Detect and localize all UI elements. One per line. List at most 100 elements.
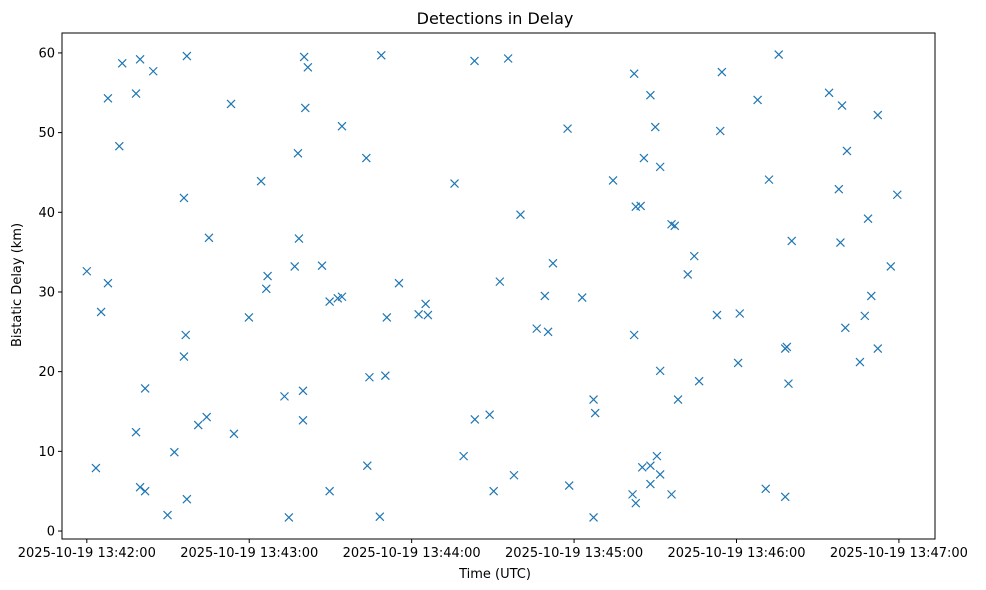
- data-point-marker: [655, 366, 665, 376]
- data-point-marker: [495, 277, 505, 287]
- data-point-marker: [256, 176, 266, 186]
- data-point-marker: [784, 379, 793, 389]
- data-point-marker: [631, 498, 641, 508]
- y-tick-label: 0: [47, 525, 55, 540]
- chart-title: Detections in Delay: [417, 9, 574, 28]
- data-point-marker: [873, 110, 883, 120]
- data-point-marker: [892, 190, 902, 200]
- data-point-marker: [376, 50, 386, 60]
- data-point-marker: [380, 371, 390, 381]
- data-point-marker: [629, 330, 639, 340]
- data-point-marker: [148, 66, 158, 76]
- data-point-marker: [860, 311, 870, 321]
- data-point-marker: [485, 410, 495, 420]
- data-point-marker: [645, 461, 655, 471]
- data-point-marker: [362, 461, 372, 471]
- data-point-marker: [290, 262, 300, 271]
- data-point-marker: [140, 486, 150, 496]
- data-point-marker: [540, 291, 550, 301]
- data-point-marker: [629, 69, 639, 79]
- data-point-marker: [863, 214, 873, 224]
- data-point-marker: [503, 54, 513, 63]
- data-point-marker: [628, 489, 637, 499]
- data-point-marker: [204, 233, 214, 243]
- x-tick-label: 2025-10-19 13:47:00: [830, 546, 968, 561]
- data-point-marker: [202, 412, 212, 422]
- data-point-marker: [855, 357, 865, 367]
- data-point-marker: [543, 327, 553, 337]
- data-point-marker: [263, 271, 273, 281]
- x-tick-label: 2025-10-19 13:46:00: [667, 546, 805, 561]
- data-point-marker: [96, 307, 106, 317]
- data-point-marker: [317, 261, 327, 271]
- y-axis-ticks: 0 10 20 30 40 50 60: [38, 46, 62, 540]
- data-point-marker: [489, 486, 499, 496]
- data-point-marker: [563, 124, 573, 134]
- data-point-marker: [840, 323, 850, 333]
- data-point-marker: [532, 324, 542, 334]
- data-point-marker: [361, 153, 371, 163]
- data-point-marker: [179, 193, 189, 203]
- data-point-marker: [226, 99, 236, 109]
- data-point-marker: [229, 429, 239, 439]
- data-point-marker: [181, 330, 191, 340]
- data-point-marker: [114, 141, 124, 151]
- data-point-marker: [774, 50, 784, 59]
- data-point-marker: [293, 148, 303, 158]
- x-axis-ticks: 2025-10-19 13:42:00 2025-10-19 13:43:00 20…: [18, 539, 968, 561]
- data-point-marker: [325, 297, 335, 306]
- data-point-marker: [694, 376, 704, 386]
- data-point-marker: [655, 162, 665, 172]
- x-tick-label: 2025-10-19 13:45:00: [505, 546, 643, 561]
- data-point-marker: [842, 146, 852, 156]
- data-point-marker: [421, 299, 431, 309]
- data-point-marker: [589, 513, 598, 522]
- data-point-marker: [294, 234, 304, 244]
- data-point-marker: [717, 67, 727, 77]
- y-axis-label: Bistatic Delay (km): [10, 223, 25, 347]
- data-point-marker: [135, 54, 145, 64]
- data-point-marker: [470, 56, 479, 66]
- data-point-marker: [131, 427, 141, 437]
- data-point-marker: [450, 179, 459, 189]
- data-point-marker: [303, 62, 313, 72]
- data-point-marker: [787, 236, 797, 246]
- data-point-marker: [837, 101, 847, 110]
- data-point-marker: [103, 278, 113, 288]
- data-point-marker: [182, 494, 192, 504]
- data-point-marker: [577, 293, 587, 302]
- data-point-marker: [667, 489, 676, 499]
- data-point-marker: [337, 292, 347, 302]
- data-point-marker: [637, 462, 647, 472]
- data-point-marker: [284, 513, 294, 522]
- data-point-marker: [394, 278, 404, 288]
- data-point-marker: [689, 251, 699, 261]
- data-point-marker: [179, 352, 189, 361]
- data-point-marker: [834, 184, 844, 194]
- data-point-marker: [780, 492, 790, 502]
- data-point-marker: [753, 95, 763, 105]
- x-tick-label: 2025-10-19 13:44:00: [343, 546, 481, 561]
- data-point-marker: [886, 262, 896, 271]
- data-point-marker: [182, 51, 192, 61]
- plot-area-frame: [61, 32, 936, 540]
- data-point-marker: [117, 58, 127, 68]
- data-point-marker: [337, 121, 347, 131]
- data-point-marker: [91, 463, 101, 473]
- x-axis-label: Time (UTC): [458, 567, 531, 582]
- data-point-marker: [140, 383, 150, 393]
- data-point-marker: [375, 512, 385, 522]
- data-point-marker: [650, 122, 660, 132]
- data-points-layer: [82, 50, 902, 522]
- data-point-marker: [516, 210, 525, 220]
- y-tick-label: 60: [38, 46, 55, 61]
- data-point-marker: [298, 386, 308, 396]
- data-point-marker: [608, 175, 618, 185]
- data-point-marker: [673, 395, 683, 404]
- data-point-marker: [131, 89, 141, 98]
- y-tick-label: 50: [38, 126, 55, 141]
- data-point-marker: [548, 258, 558, 268]
- data-point-marker: [764, 175, 774, 185]
- data-point-marker: [163, 510, 172, 520]
